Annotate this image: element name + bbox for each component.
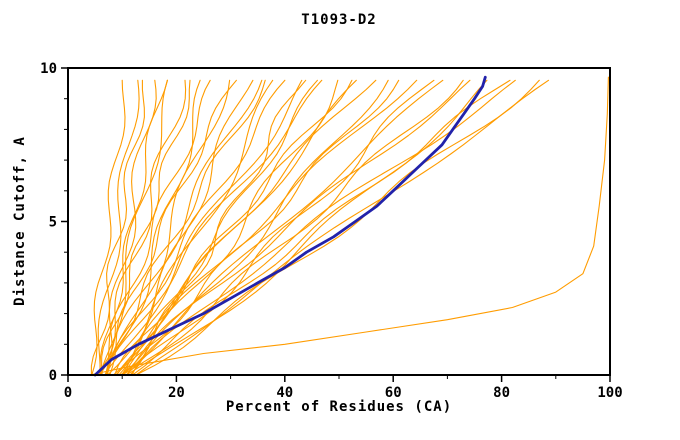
model-curve	[125, 79, 444, 376]
model-curve	[135, 79, 540, 376]
y-tick-label: 10	[40, 61, 57, 77]
chart-title: T1093-D2	[301, 12, 377, 28]
model-curve	[135, 79, 550, 376]
model-curve	[99, 79, 168, 376]
model-curve	[109, 79, 237, 376]
model-curve	[116, 79, 377, 376]
model-curve	[105, 79, 211, 376]
model-curve	[90, 79, 145, 376]
model-curve	[119, 79, 307, 376]
outlier-model-curve	[89, 76, 609, 376]
model-curve	[118, 79, 274, 376]
x-tick-label: 60	[385, 385, 402, 401]
model-curve	[125, 79, 488, 376]
x-tick-label: 80	[493, 385, 510, 401]
model-curve	[104, 79, 263, 376]
y-tick-label: 5	[49, 215, 57, 231]
y-axis-label: Distance Cutoff, A	[12, 136, 28, 306]
model-curve	[121, 79, 318, 376]
model-curve	[106, 79, 286, 376]
highlight-curve	[93, 75, 487, 377]
model-curve	[104, 79, 303, 376]
x-tick-label: 0	[64, 385, 72, 401]
x-tick-label: 100	[597, 385, 622, 401]
x-tick-label: 40	[276, 385, 293, 401]
model-curve	[121, 79, 435, 376]
model-curve	[114, 79, 353, 376]
model-curve	[97, 79, 140, 376]
model-curve	[91, 79, 126, 376]
x-tick-label: 20	[168, 385, 185, 401]
model-curve	[131, 79, 511, 376]
model-curve	[105, 79, 323, 376]
model-curve	[106, 79, 231, 376]
model-curve	[122, 79, 418, 376]
model-curve	[95, 79, 187, 376]
model-curve	[100, 79, 266, 376]
model-curve	[101, 79, 191, 376]
model-curve	[121, 79, 464, 376]
y-tick-label: 0	[49, 368, 57, 384]
model-curve	[120, 79, 389, 376]
model-curve	[99, 79, 169, 376]
x-axis-label: Percent of Residues (CA)	[225, 399, 453, 415]
model-curve	[126, 79, 471, 376]
plot-border	[67, 67, 611, 376]
